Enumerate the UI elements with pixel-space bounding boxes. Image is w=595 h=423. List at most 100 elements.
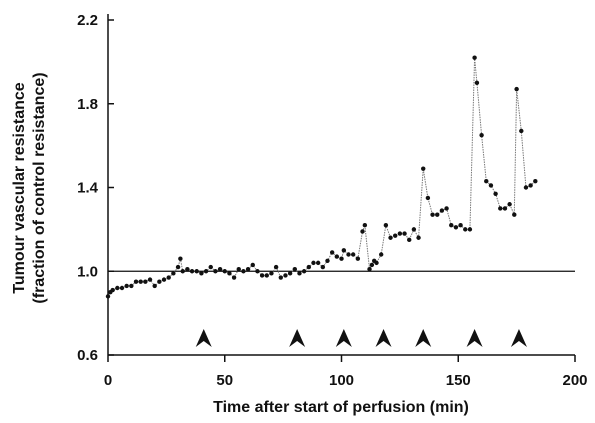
data-point (283, 273, 288, 278)
data-point (444, 206, 449, 211)
data-point (236, 266, 241, 272)
data-point (498, 206, 503, 211)
data-point (383, 222, 389, 228)
data-point (463, 227, 468, 232)
data-point (185, 266, 190, 272)
x-tick-label: 100 (329, 372, 354, 389)
data-point (311, 260, 316, 266)
data-point (453, 225, 459, 230)
data-point (397, 231, 403, 236)
data-point (157, 279, 162, 284)
data-point (430, 212, 435, 217)
arrowhead (335, 329, 352, 347)
data-point (369, 262, 375, 268)
x-tick-label: 0 (104, 372, 112, 389)
data-point (180, 269, 185, 274)
data-point (143, 279, 148, 284)
arrowhead (375, 329, 392, 347)
data-point (222, 269, 227, 274)
y-tick-label: 1.4 (77, 180, 99, 197)
data-point (528, 183, 533, 188)
data-point (105, 294, 111, 299)
data-point (388, 235, 393, 240)
data-point (161, 277, 167, 282)
data-point (138, 279, 143, 284)
x-axis-title: Time after start of perfusion (min) (213, 399, 469, 416)
data-point (273, 264, 279, 270)
y-tick-label: 0.6 (77, 347, 98, 364)
data-point (533, 179, 538, 184)
data-point (512, 212, 517, 217)
x-tick-label: 200 (562, 372, 587, 389)
data-point (301, 269, 307, 274)
data-point (507, 202, 512, 207)
data-point (199, 271, 204, 276)
data-point (350, 252, 356, 257)
data-point (439, 208, 445, 213)
data-point (472, 55, 477, 60)
data-point (129, 283, 134, 289)
data-point (178, 256, 183, 261)
data-point (341, 248, 347, 253)
data-point (124, 283, 129, 289)
data-point (241, 269, 246, 274)
x-tick-label: 50 (216, 372, 233, 389)
data-point (269, 271, 274, 276)
data-point (479, 132, 484, 138)
data-point (393, 233, 398, 238)
data-point (287, 271, 293, 276)
data-point (502, 206, 508, 211)
data-point (474, 80, 480, 86)
data-point (488, 183, 494, 188)
data-point (194, 269, 199, 274)
data-point (360, 229, 365, 234)
y-tick-label: 2.2 (77, 12, 98, 29)
data-point (175, 264, 181, 270)
data-point (259, 273, 265, 278)
arrowhead (466, 329, 483, 347)
arrowhead (195, 329, 212, 347)
data-point (250, 262, 255, 268)
data-point (484, 179, 489, 184)
data-point (449, 222, 454, 228)
data-point (458, 222, 463, 228)
data-point (264, 273, 269, 278)
data-point (213, 269, 218, 274)
data-point (374, 260, 379, 266)
data-point (292, 266, 297, 272)
data-point (133, 279, 139, 284)
arrowhead (289, 329, 306, 347)
data-point (355, 256, 361, 261)
data-point (402, 231, 407, 236)
data-point (435, 212, 440, 217)
arrowhead (415, 329, 432, 347)
data-point (217, 266, 223, 272)
data-point (208, 264, 213, 270)
data-point (297, 271, 302, 276)
data-point (320, 264, 326, 270)
data-point (166, 275, 171, 280)
x-tick-label: 150 (446, 372, 471, 389)
data-point (523, 185, 529, 190)
data-point (315, 260, 321, 266)
data-point (362, 222, 368, 228)
data-point (110, 287, 115, 293)
data-point (325, 258, 330, 263)
y-tick-label: 1.0 (77, 263, 98, 280)
data-point (514, 86, 519, 92)
data-point (171, 271, 176, 276)
data-point (278, 275, 283, 280)
data-point (467, 227, 473, 232)
data-point (416, 235, 421, 240)
data-point (255, 269, 260, 274)
data-point (227, 271, 232, 276)
data-point (346, 252, 351, 257)
y-axis-title: Tumour vascular resistance (11, 82, 28, 293)
data-point (231, 275, 237, 280)
data-point (115, 285, 120, 291)
data-point (407, 237, 412, 243)
data-point (334, 254, 340, 259)
data-point (411, 227, 417, 232)
arrowhead (510, 329, 527, 347)
